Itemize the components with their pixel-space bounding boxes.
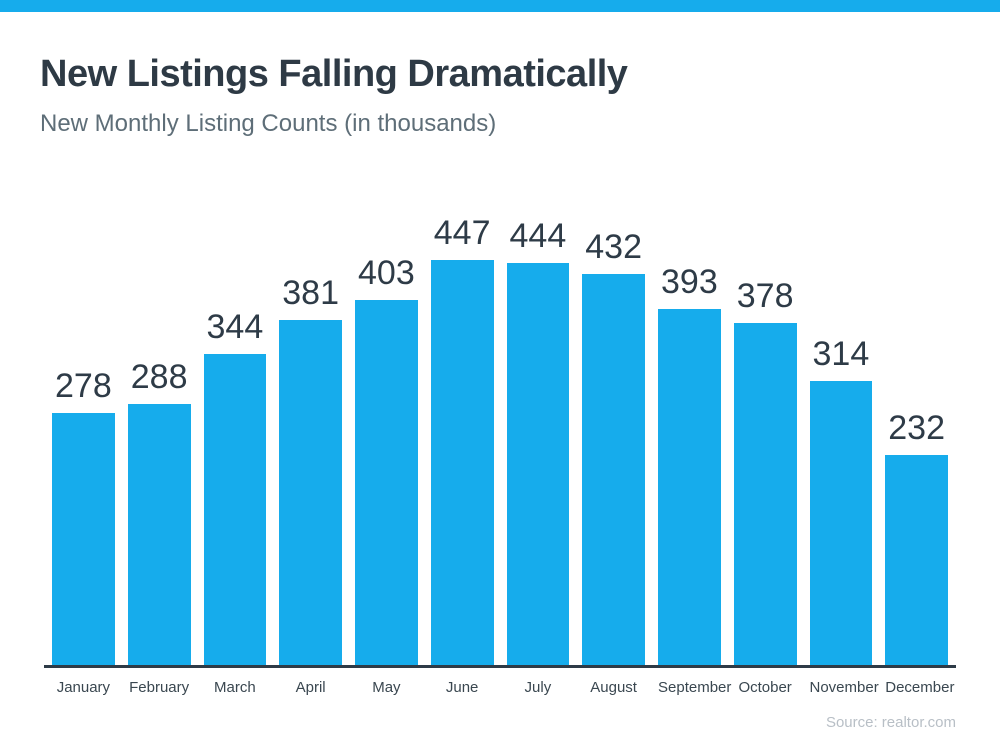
bar-column-january: 278 [52,367,115,665]
page-title: New Listings Falling Dramatically [40,53,628,95]
bar-value-label: 278 [55,367,112,405]
bar-column-september: 393 [658,263,721,665]
bar-column-december: 232 [885,409,948,665]
bar-value-label: 444 [509,217,567,255]
x-axis-label-may: May [372,679,401,696]
bar-column-july: 444 [506,217,570,665]
bar [430,260,494,665]
chart-header: New Listings Falling Dramatically New Mo… [0,12,1000,139]
bar-column-march: 344 [203,308,267,665]
source-row: Source: realtor.com [44,714,956,732]
plot-area: 278 288 344 381 403 447 444 432 393 378 314 232 [44,213,956,668]
source-attribution: Source: realtor.com [825,714,956,731]
bar-value-label: 393 [661,263,718,301]
x-axis-label-november: November [809,679,879,696]
x-axis-labels: January February March April May June July Augu… [44,679,956,696]
bar-column-june: 447 [430,214,494,665]
bar [203,354,267,665]
bar-value-label: 314 [812,335,870,373]
x-axis-label-february: February [129,679,190,696]
bar [279,320,342,665]
bar-value-label: 288 [130,358,188,396]
page-subtitle: New Monthly Listing Counts (in thousands… [40,110,497,137]
bar [733,323,797,665]
bar-column-may: 403 [355,254,418,665]
x-axis-label-october: October [738,679,792,696]
bar-chart: 278 288 344 381 403 447 444 432 393 378 314 232 Jan… [44,213,956,696]
bar-value-label: 381 [282,274,339,312]
x-axis-label-december: December [885,679,955,696]
bar [885,455,948,665]
x-axis-label-january: January [56,679,111,696]
bar-column-april: 381 [279,274,342,665]
bar-value-label: 378 [736,277,794,315]
x-axis-label-march: March [214,679,256,696]
accent-top-strip [0,0,1000,12]
x-axis-label-april: April [295,679,326,696]
bar [582,274,645,665]
bar-column-october: 378 [733,277,797,665]
bar [52,413,115,665]
bar-value-label: 432 [585,228,642,266]
bar [809,381,873,665]
bar-value-label: 344 [206,308,264,346]
x-axis-label-august: August [590,679,637,696]
x-axis-label-september: September [658,679,732,696]
bar-column-november: 314 [809,335,873,665]
bar [127,404,191,665]
x-axis-label-july: July [524,679,552,696]
bar-column-august: 432 [582,228,645,665]
bar-column-february: 288 [127,358,191,665]
x-axis-label-june: June [445,679,479,696]
bar [506,263,570,665]
bar-value-label: 447 [433,214,491,252]
bar [658,309,721,665]
bar-value-label: 232 [888,409,945,447]
bar-value-label: 403 [358,254,415,292]
bar [355,300,418,665]
